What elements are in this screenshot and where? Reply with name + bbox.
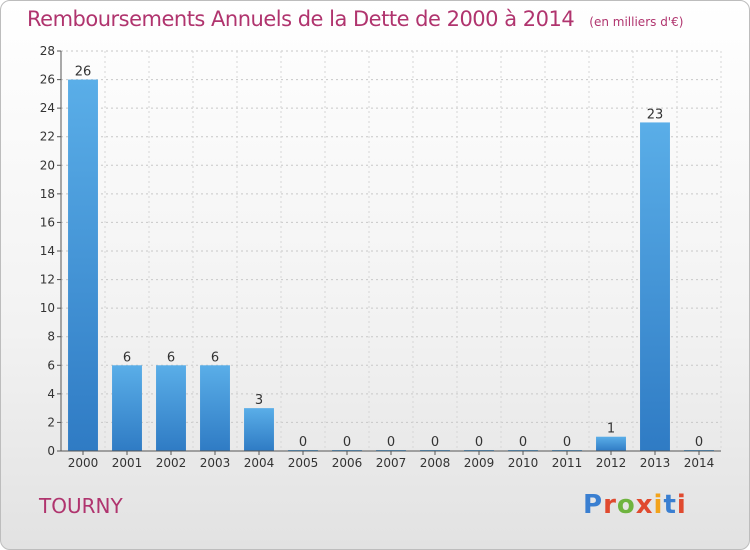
logo-letter: i <box>676 490 687 520</box>
commune-name: TOURNY <box>39 494 123 518</box>
title-line: Remboursements Annuels de la Dette de 20… <box>27 7 683 31</box>
data-label-2001: 6 <box>123 350 131 365</box>
bars-layer: 26 6 6 6 3 0 0 0 0 0 0 0 1 23 0 <box>68 65 714 452</box>
bar-2002 <box>156 365 186 451</box>
data-label-2004: 3 <box>255 393 263 408</box>
y-tick-label: 24 <box>40 101 55 115</box>
y-tick-label: 20 <box>40 158 55 172</box>
y-tick-label: 4 <box>47 387 55 401</box>
data-label-2014: 0 <box>695 435 703 450</box>
y-tick-label: 16 <box>40 215 55 229</box>
y-tick-label: 18 <box>40 187 55 201</box>
x-tick-label-2005: 2005 <box>288 456 319 470</box>
data-label-2006: 0 <box>343 435 351 450</box>
data-label-2013: 23 <box>647 107 664 122</box>
x-tick-label-2000: 2000 <box>68 456 99 470</box>
data-label-2012: 1 <box>607 422 615 437</box>
x-tick-label-2007: 2007 <box>376 456 407 470</box>
x-tick-label-2004: 2004 <box>244 456 275 470</box>
data-label-2002: 6 <box>167 350 175 365</box>
chart-unit: (en milliers d'€) <box>589 15 684 29</box>
y-tick-label: 6 <box>47 358 55 372</box>
x-tick-label-2003: 2003 <box>200 456 231 470</box>
data-label-2009: 0 <box>475 435 483 450</box>
logo-letter: t <box>663 490 677 520</box>
x-tick-label-2014: 2014 <box>684 456 715 470</box>
data-label-2011: 0 <box>563 435 571 450</box>
y-tick-label: 10 <box>40 301 55 315</box>
y-tick-label: 2 <box>47 415 55 429</box>
bar-2000 <box>68 79 98 452</box>
logo-letter: P <box>583 490 604 520</box>
y-tick-label: 0 <box>47 444 55 458</box>
logo-letter: x <box>635 490 654 520</box>
x-tick-label-2006: 2006 <box>332 456 363 470</box>
y-tick-label: 8 <box>47 330 55 344</box>
x-tick-label-2001: 2001 <box>112 456 143 470</box>
x-tick-label-2012: 2012 <box>596 456 627 470</box>
bar-2001 <box>112 365 142 451</box>
bar-2004 <box>244 408 274 451</box>
data-label-2005: 0 <box>299 435 307 450</box>
logo-letter: i <box>653 490 664 520</box>
x-tick-label-2010: 2010 <box>508 456 539 470</box>
chart-title: Remboursements Annuels de la Dette de 20… <box>27 7 575 31</box>
y-tick-label: 14 <box>40 244 55 258</box>
data-label-2008: 0 <box>431 435 439 450</box>
x-tick-label-2002: 2002 <box>156 456 187 470</box>
x-tick-label-2011: 2011 <box>552 456 583 470</box>
data-label-2007: 0 <box>387 435 395 450</box>
y-tick-label: 28 <box>40 44 55 58</box>
x-tick-label-2009: 2009 <box>464 456 495 470</box>
logo-letter: r <box>603 490 617 520</box>
proxiti-logo: Proxiti <box>583 490 687 520</box>
bar-2013 <box>640 122 670 451</box>
data-label-2000: 26 <box>75 65 92 80</box>
bar-2003 <box>200 365 230 451</box>
data-label-2010: 0 <box>519 435 527 450</box>
bar-2012 <box>596 436 626 451</box>
data-label-2003: 6 <box>211 350 219 365</box>
y-tick-label: 22 <box>40 130 55 144</box>
x-tick-label-2008: 2008 <box>420 456 451 470</box>
y-tick-label: 26 <box>40 73 55 87</box>
x-tick-label-2013: 2013 <box>640 456 671 470</box>
logo-letter: o <box>616 490 636 520</box>
y-tick-label: 12 <box>40 273 55 287</box>
